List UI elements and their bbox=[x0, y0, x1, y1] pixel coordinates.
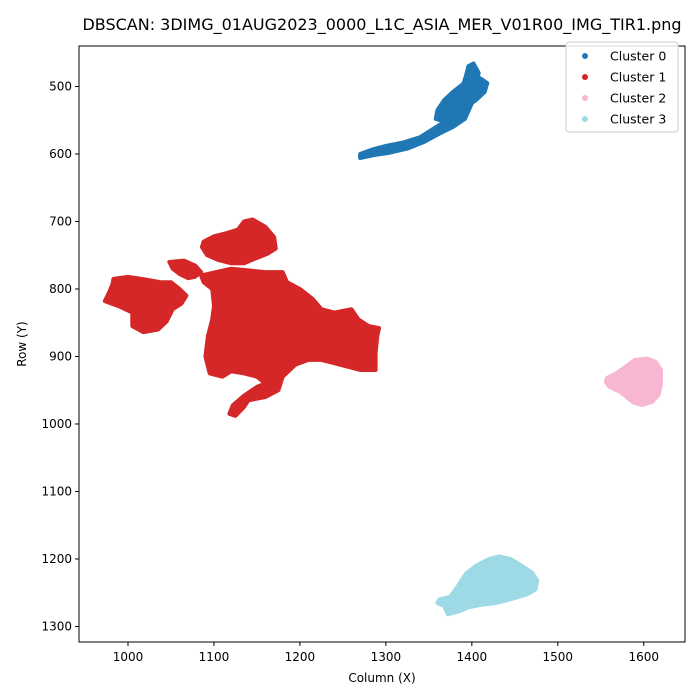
x-tick-label: 1000 bbox=[113, 650, 144, 664]
cluster-region bbox=[199, 266, 381, 418]
y-tick-label: 900 bbox=[49, 349, 72, 363]
cluster-region bbox=[603, 356, 663, 408]
x-tick-label: 1500 bbox=[543, 650, 574, 664]
y-axis-ticks: 500 600 700 800 900 1000 1100 1200 1300 bbox=[41, 79, 79, 633]
legend-label: Cluster 2 bbox=[610, 91, 666, 106]
legend-label: Cluster 1 bbox=[610, 70, 666, 85]
y-tick-label: 1100 bbox=[41, 484, 72, 498]
y-axis-label: Row (Y) bbox=[15, 321, 29, 366]
y-tick-label: 1000 bbox=[41, 417, 72, 431]
y-tick-label: 800 bbox=[49, 282, 72, 296]
legend-frame bbox=[565, 41, 679, 133]
y-tick-label: 700 bbox=[49, 214, 72, 228]
chart-title: DBSCAN: 3DIMG_01AUG2023_0000_L1C_ASIA_ME… bbox=[82, 15, 681, 35]
x-tick-label: 1400 bbox=[457, 650, 488, 664]
x-axis-ticks: 1000 1100 1200 1300 1400 1500 1600 bbox=[113, 642, 659, 664]
cluster-region bbox=[199, 217, 278, 266]
x-axis-label: Column (X) bbox=[348, 671, 415, 685]
series-cluster-1 bbox=[102, 217, 381, 418]
cluster-region bbox=[167, 258, 204, 281]
cluster-region bbox=[433, 76, 490, 124]
legend: Cluster 0 Cluster 1 Cluster 2 Cluster 3 bbox=[565, 41, 679, 133]
x-tick-label: 1600 bbox=[628, 650, 659, 664]
legend-label: Cluster 3 bbox=[610, 112, 666, 127]
y-tick-label: 500 bbox=[49, 79, 72, 93]
legend-marker bbox=[582, 116, 588, 122]
plot-frame bbox=[78, 45, 686, 643]
data-layer bbox=[102, 61, 663, 617]
series-cluster-3 bbox=[435, 554, 540, 617]
cluster-region bbox=[435, 554, 540, 617]
x-tick-label: 1100 bbox=[199, 650, 230, 664]
cluster-region bbox=[102, 274, 189, 335]
legend-marker bbox=[582, 53, 588, 59]
legend-marker bbox=[582, 95, 588, 101]
y-tick-label: 1200 bbox=[41, 552, 72, 566]
x-tick-label: 1200 bbox=[285, 650, 316, 664]
y-tick-label: 1300 bbox=[41, 619, 72, 633]
x-tick-label: 1300 bbox=[371, 650, 402, 664]
y-tick-label: 600 bbox=[49, 147, 72, 161]
series-cluster-2 bbox=[603, 356, 663, 408]
series-cluster-0 bbox=[358, 61, 490, 160]
legend-label: Cluster 0 bbox=[610, 49, 666, 64]
legend-marker bbox=[582, 74, 588, 80]
